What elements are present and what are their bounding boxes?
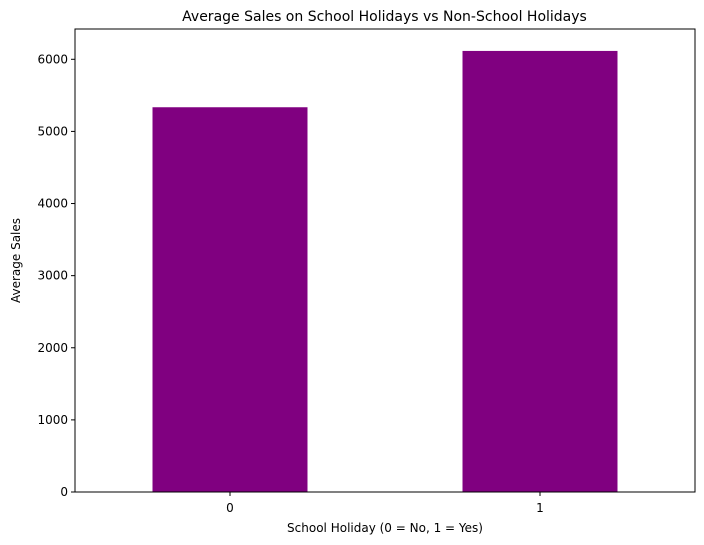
bar-0 — [152, 107, 308, 492]
y-tick-label: 6000 — [37, 52, 68, 66]
y-axis-label: Average Sales — [9, 218, 23, 303]
y-axis: 0 1000 2000 3000 4000 5000 6000 — [37, 52, 75, 499]
x-tick-label: 0 — [226, 501, 234, 515]
y-tick-label: 5000 — [37, 124, 68, 138]
chart-title: Average Sales on School Holidays vs Non-… — [182, 9, 587, 25]
y-tick-label: 1000 — [37, 413, 68, 427]
bar-1 — [462, 50, 618, 493]
x-tick-label: 1 — [536, 501, 544, 515]
y-tick-label: 2000 — [37, 341, 68, 355]
plot-area — [152, 50, 618, 493]
y-tick-label: 3000 — [37, 269, 68, 283]
x-axis-label: School Holiday (0 = No, 1 = Yes) — [287, 521, 483, 535]
y-tick-label: 0 — [60, 485, 68, 499]
y-tick-label: 4000 — [37, 197, 68, 211]
plot-frame — [74, 28, 696, 493]
